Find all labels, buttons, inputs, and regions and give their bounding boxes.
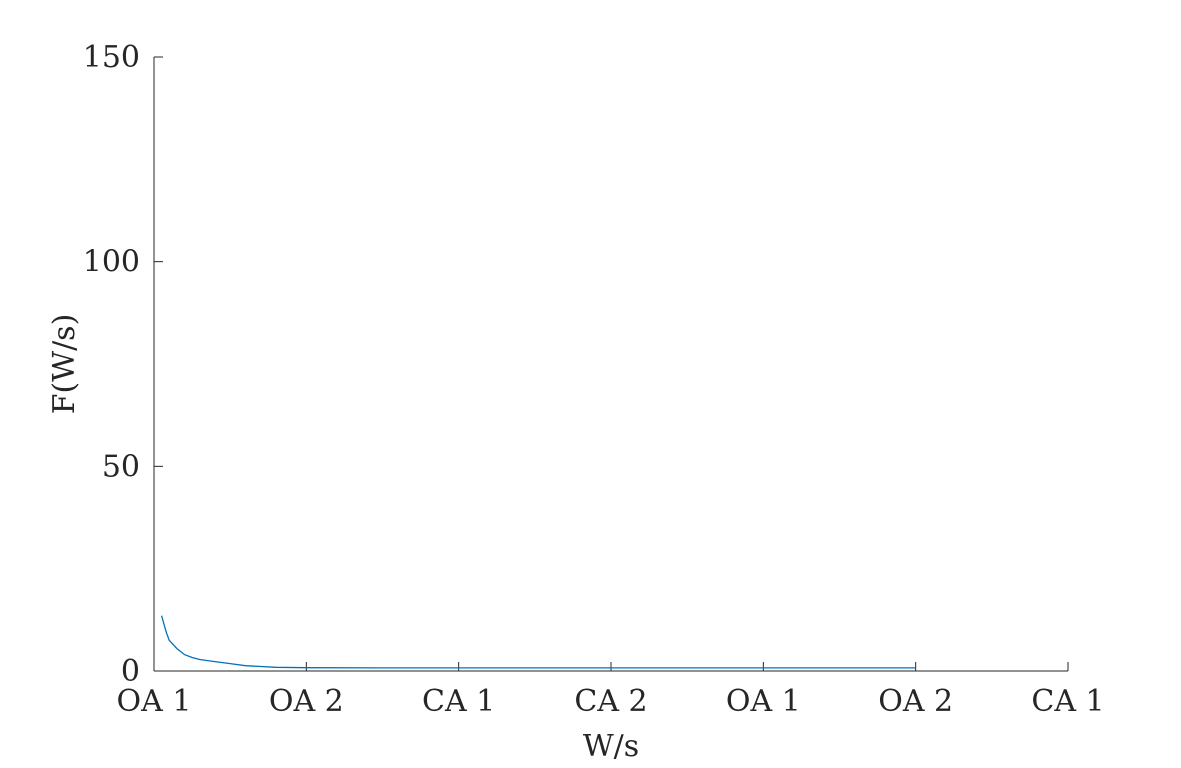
y-tick-label: 100 — [83, 245, 140, 280]
axes — [153, 57, 1068, 672]
x-tick-label: OA 2 — [878, 684, 953, 719]
x-tick-label: CA 1 — [1031, 684, 1104, 719]
x-axis-title: W/s — [583, 729, 639, 764]
x-ticks: OA 1 OA 2 CA 1 CA 2 OA 1 OA 2 CA 1 — [117, 662, 1105, 719]
y-tick-label: 50 — [102, 449, 140, 484]
y-ticks: 0 50 100 150 — [83, 40, 163, 689]
y-tick-label: 0 — [121, 654, 140, 689]
x-tick-label: OA 2 — [269, 684, 344, 719]
x-tick-label: CA 2 — [574, 684, 647, 719]
series-group — [160, 615, 916, 669]
y-axis-title: F(W/s) — [47, 314, 82, 415]
series-line — [160, 615, 916, 669]
x-tick-label: OA 1 — [726, 684, 801, 719]
y-tick-label: 150 — [83, 40, 140, 75]
x-tick-label: OA 1 — [117, 684, 192, 719]
x-tick-label: CA 1 — [422, 684, 495, 719]
